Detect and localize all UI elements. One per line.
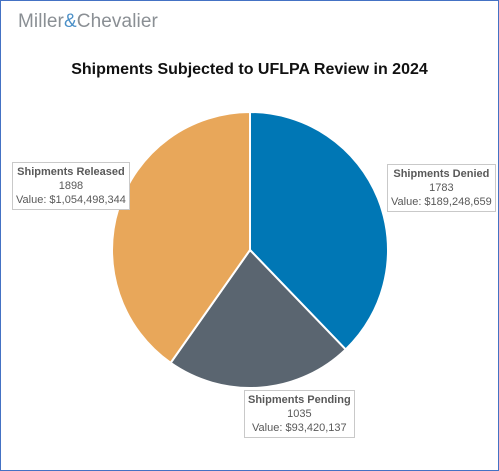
data-label-shipments-pending: Shipments Pending 1035 Value: $93,420,13… [244, 390, 355, 438]
slice-value-label: Value: $93,420,137 [252, 422, 347, 434]
brand-name-left: Miller [18, 11, 64, 32]
chart-title: Shipments Subjected to UFLPA Review in 2… [71, 61, 428, 78]
brand-ampersand: & [64, 11, 77, 32]
slice-count-label: 1898 [58, 180, 84, 192]
slice-count-label: 1783 [429, 182, 454, 194]
pie-slices [111, 110, 389, 389]
slice-value-label: Value: $1,054,498,344 [16, 194, 126, 206]
pie-slice-shipments-denied [249, 110, 389, 351]
pie-slice-shipments-pending [169, 248, 348, 389]
slice-count-label: 1035 [287, 408, 312, 420]
slice-name-label: Shipments Released [17, 166, 125, 178]
data-label-shipments-denied: Shipments Denied 1783 Value: $189,248,65… [387, 164, 496, 212]
slice-name-label: Shipments Pending [248, 394, 351, 406]
brand-name-right: Chevalier [76, 11, 158, 32]
data-label-shipments-released: Shipments Released 1898 Value: $1,054,49… [12, 162, 130, 210]
slice-name-label: Shipments Denied [393, 168, 490, 180]
slice-value-label: Value: $189,248,659 [391, 196, 492, 208]
brand-logo: Miller&Chevalier [18, 11, 158, 33]
